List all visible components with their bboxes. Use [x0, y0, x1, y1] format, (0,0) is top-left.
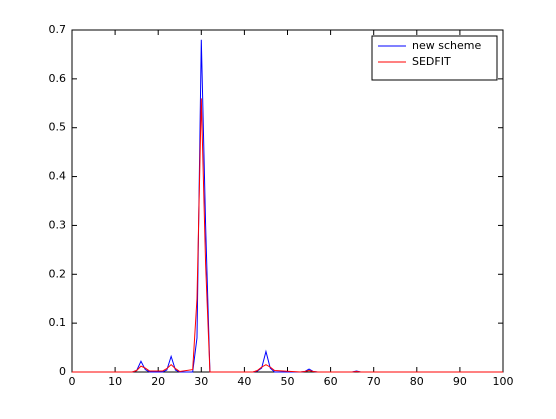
x-tick-label: 90 — [453, 375, 467, 388]
x-tick-label: 40 — [237, 375, 251, 388]
x-tick-label: 100 — [493, 375, 514, 388]
x-tick-label: 0 — [69, 375, 76, 388]
y-tick-label: 0.3 — [49, 218, 67, 231]
y-tick-label: 0.1 — [49, 316, 67, 329]
x-tick-label: 70 — [367, 375, 381, 388]
x-tick-label: 60 — [324, 375, 338, 388]
y-tick-label: 0.7 — [49, 23, 67, 36]
y-tick-label: 0 — [59, 365, 66, 378]
x-tick-label: 10 — [108, 375, 122, 388]
legend-label: SEDFIT — [412, 55, 451, 68]
x-tick-label: 50 — [281, 375, 295, 388]
legend-box — [371, 35, 498, 81]
y-tick-label: 0.5 — [49, 121, 67, 134]
y-tick-label: 0.4 — [49, 170, 67, 183]
x-tick-label: 20 — [151, 375, 165, 388]
legend-label: new scheme — [412, 39, 481, 52]
x-tick-label: 80 — [410, 375, 424, 388]
x-tick-label: 30 — [194, 375, 208, 388]
y-tick-label: 0.6 — [49, 72, 67, 85]
y-tick-label: 0.2 — [49, 267, 67, 280]
axes-box — [71, 29, 504, 373]
series-line — [72, 98, 503, 373]
